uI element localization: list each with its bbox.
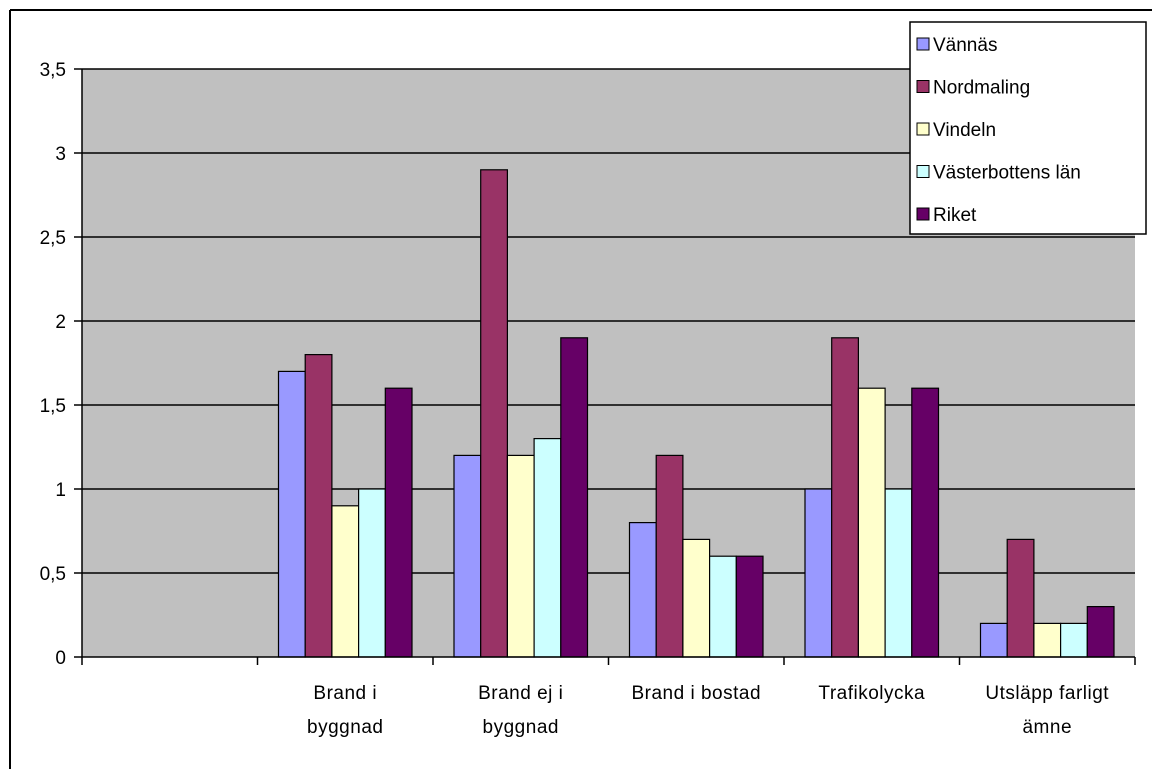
- bar-vindeln-4: [857, 387, 886, 658]
- x-tick-label: ämne: [1022, 717, 1072, 738]
- y-axis-ticks: 0 0,5 1 1,5 2 2,5 3 3,5: [40, 60, 66, 669]
- bar-vännäs-5: [979, 622, 1008, 658]
- bar-västerbottens-län-5: [1059, 622, 1088, 658]
- bar-riket-2: [560, 337, 589, 658]
- legend-swatch-västerbottens-län: [916, 165, 930, 178]
- bar-västerbottens-län-4: [884, 488, 913, 658]
- bar-vindeln-5: [1033, 622, 1062, 658]
- y-tick-label: 2: [55, 312, 66, 333]
- legend: Vännäs Nordmaling Vindeln Västerbottens län…: [909, 21, 1147, 235]
- y-tick-label: 1,5: [40, 396, 66, 417]
- legend-swatch-vindeln: [916, 122, 930, 136]
- legend-swatch-vännäs: [916, 37, 930, 51]
- x-axis-labels: Brand i byggnad Brand ej i byggnad Brand i b…: [307, 683, 1109, 738]
- bar-nordmaling-4: [831, 337, 860, 658]
- x-tick-label: Brand i bostad: [631, 683, 761, 704]
- x-tick-label: Brand i: [313, 683, 377, 704]
- bar-vindeln-3: [682, 538, 711, 658]
- legend-label-västerbottens-län: Västerbottens län: [933, 163, 1081, 184]
- y-tick-label: 2,5: [40, 228, 66, 249]
- bar-vännäs-1: [277, 370, 306, 658]
- x-tick-label: byggnad: [483, 717, 559, 738]
- legend-swatch-nordmaling: [916, 80, 930, 93]
- y-tick-label: 0,5: [40, 564, 66, 585]
- bar-vindeln-1: [331, 505, 360, 658]
- bar-nordmaling-2: [480, 169, 509, 658]
- bar-riket-5: [1086, 605, 1115, 658]
- y-tick-label: 3: [55, 144, 66, 165]
- bar-vännäs-3: [628, 521, 657, 658]
- legend-swatch-riket: [916, 207, 930, 221]
- bar-västerbottens-län-2: [533, 438, 562, 658]
- legend-box: [909, 21, 1147, 235]
- bar-nordmaling-1: [304, 354, 333, 658]
- chart-border: [9, 9, 1152, 769]
- axes: [74, 68, 1136, 665]
- y-tick-label: 1: [55, 480, 66, 501]
- bar-vännäs-2: [453, 454, 482, 658]
- bar-västerbottens-län-1: [358, 488, 386, 658]
- y-tick-label: 3,5: [40, 60, 66, 81]
- bar-vännäs-4: [804, 488, 833, 658]
- bar-västerbottens-län-3: [708, 555, 737, 658]
- x-tick-label: byggnad: [307, 717, 383, 738]
- x-tick-label: Trafikolycka: [818, 683, 925, 704]
- legend-label-nordmaling: Nordmaling: [933, 78, 1030, 99]
- bar-riket-4: [911, 387, 940, 658]
- bar-nordmaling-5: [1006, 538, 1035, 658]
- x-tick-label: Utsläpp farligt: [985, 683, 1109, 704]
- legend-label-riket: Riket: [933, 205, 977, 226]
- legend-label-vindeln: Vindeln: [933, 120, 996, 141]
- y-tick-label: 0: [55, 648, 66, 669]
- x-tick-label: Brand ej i: [478, 683, 563, 704]
- bars: [277, 169, 1115, 658]
- bar-vindeln-2: [506, 454, 535, 658]
- legend-label-vännäs: Vännäs: [933, 35, 997, 56]
- bar-nordmaling-3: [655, 454, 684, 658]
- bar-riket-3: [735, 555, 764, 658]
- bar-riket-1: [384, 387, 413, 658]
